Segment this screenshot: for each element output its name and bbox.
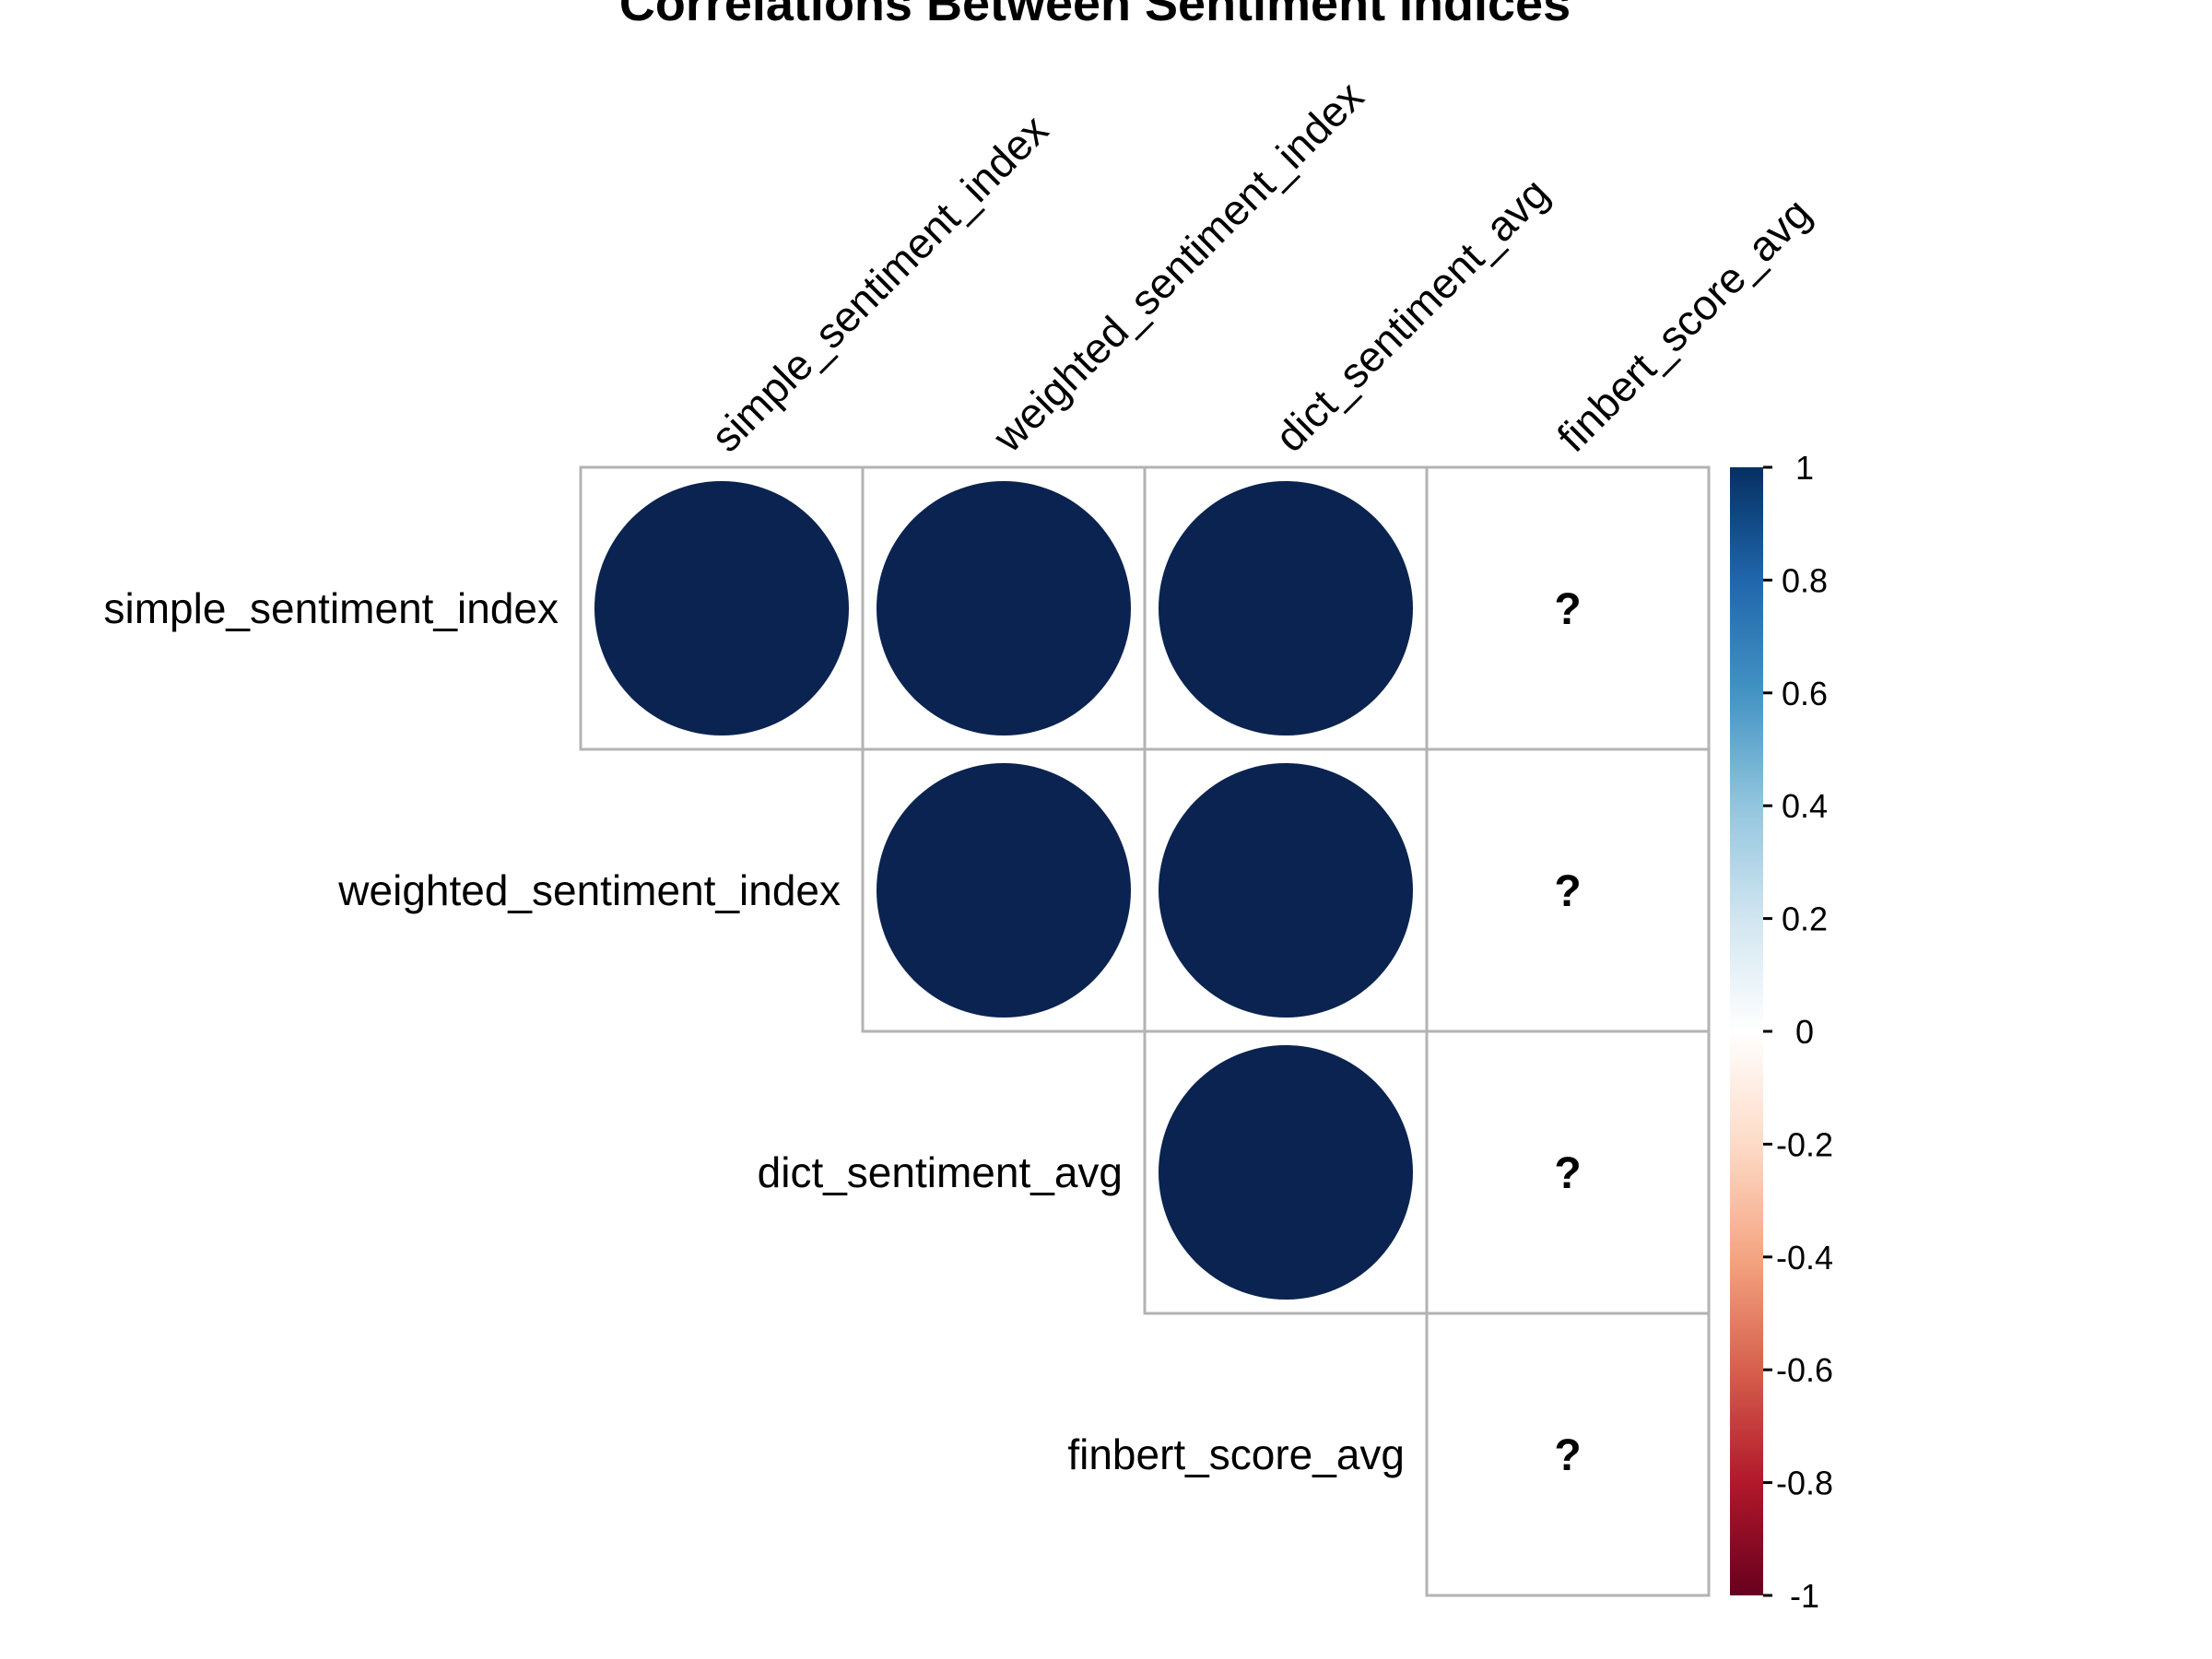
colorbar-tick-label: -0.8 (1776, 1465, 1833, 1502)
colorbar-tick-label: 0.2 (1782, 900, 1828, 938)
colorbar-tick-label: 0 (1795, 1013, 1814, 1051)
correlation-circle (1159, 1045, 1413, 1300)
row-label-finbert-score-avg: finbert_score_avg (1067, 1430, 1405, 1478)
colorbar-tick-label: 0.8 (1782, 561, 1828, 599)
row-label-weighted-sentiment-index: weighted_sentiment_index (337, 866, 841, 914)
colorbar: 1 0.8 0.6 0.4 0.2 0 -0.2 -0.4 -0.6 -0.8 -1 (1730, 449, 1833, 1615)
row-label-dict-sentiment-avg: dict_sentiment_avg (758, 1148, 1123, 1196)
colorbar-tick-label: 0.4 (1782, 787, 1828, 825)
column-labels: simple_sentiment_indexweighted_sentiment… (701, 72, 1819, 462)
colorbar-tick-label: 1 (1795, 449, 1814, 487)
correlation-circle (594, 481, 849, 735)
colorbar-gradient (1730, 467, 1763, 1595)
colorbar-tick-label: -0.6 (1776, 1351, 1833, 1389)
missing-value-marker: ? (1554, 585, 1581, 634)
missing-value-marker: ? (1554, 1431, 1581, 1480)
missing-value-marker: ? (1554, 1149, 1581, 1198)
row-label-simple-sentiment-index: simple_sentiment_index (104, 584, 559, 632)
row-labels: simple_sentiment_index weighted_sentiment… (104, 584, 1406, 1478)
column-label-dict-sentiment-avg: dict_sentiment_avg (1265, 169, 1558, 461)
colorbar-tick-label: -0.2 (1776, 1125, 1833, 1163)
column-label-finbert-score-avg: finbert_score_avg (1547, 189, 1819, 461)
correlation-circle (1159, 763, 1413, 1018)
colorbar-tick-label: 0.6 (1782, 675, 1828, 712)
correlation-circle (1159, 481, 1413, 735)
cell-finbert-score-avg-finbert-score-avg (1425, 1312, 1711, 1597)
correlation-matrix: ???? (579, 465, 1711, 1597)
colorbar-tick-label: -1 (1790, 1577, 1819, 1615)
missing-value-marker: ? (1554, 867, 1581, 916)
colorbar-tick-label: -0.4 (1776, 1239, 1833, 1277)
correlation-circle (877, 481, 1131, 735)
correlation-circle (877, 763, 1131, 1018)
chart-title: Correlations Between Sentiment Indices (619, 0, 1571, 31)
